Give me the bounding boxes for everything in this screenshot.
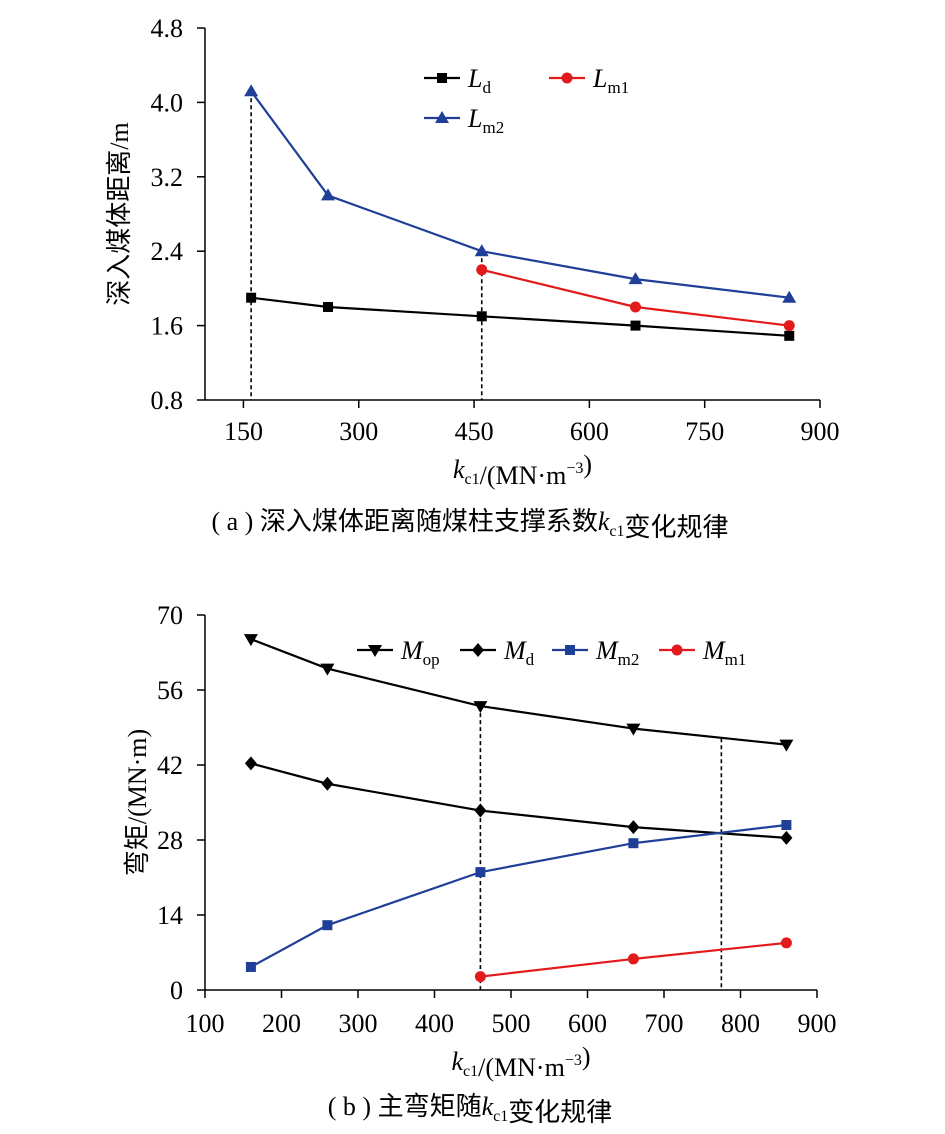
y-tick-label: 56 [157,676,183,705]
data-point-Mop [626,723,641,736]
legend-label-Mop: Mop [400,636,440,669]
data-point-Mm2 [628,838,639,849]
y-axis-label: 弯矩/(MN·m) [123,729,152,876]
data-point-Mop [779,739,794,752]
data-point-Md [321,776,334,791]
chart-b: 100 200 300 400 500 600 700 800 900 0 14 28 42 56 70 弯矩… [123,601,837,1127]
x-tick-label: 800 [721,1009,760,1038]
legend-marker-Mop [368,645,382,657]
data-point-Mop [320,663,335,676]
data-point-Ld [323,302,333,312]
data-point-Mm2 [781,820,792,830]
chart-caption: ( a ) 深入煤体距离随煤柱支撑系数kc1变化规律 [211,507,728,542]
x-tick-label: 100 [186,1009,225,1038]
data-point-Mm1 [474,971,486,983]
x-tick-label: 500 [492,1009,531,1038]
y-tick-label: 4.8 [151,14,184,43]
series-line-Lm2 [250,90,790,299]
x-tick-label: 700 [645,1009,684,1038]
x-tick-label: 150 [224,417,263,446]
y-tick-label: 1.6 [151,312,184,341]
legend-marker-Mm2 [565,645,575,655]
data-point-Mop [473,701,488,714]
x-axis-label: kc1/(MN·m−3) [451,1042,590,1082]
legend-label-Lm1: Lm1 [592,64,629,97]
y-tick-label: 2.4 [151,237,184,266]
x-tick-label: 900 [798,1009,837,1038]
y-tick-label: 42 [157,751,183,780]
x-tick-label: 600 [568,1009,607,1038]
data-point-Ld [246,292,257,303]
data-point-Ld [784,330,795,341]
x-tick-label: 600 [570,417,609,446]
data-point-Lm2 [474,244,489,257]
x-tick-label: 450 [455,417,494,446]
data-point-Mm1 [780,937,792,949]
x-tick-label: 300 [339,1009,378,1038]
data-point-Md [780,830,793,845]
legend-label-Mm1: Mm1 [702,636,746,669]
y-axis-label: 深入煤体距离/m [105,122,134,305]
y-tick-label: 28 [157,826,183,855]
data-point-Lm1 [783,320,795,332]
data-point-Lm2 [628,272,643,285]
data-point-Ld [476,311,487,322]
data-point-Mm2 [322,920,333,931]
legend-label-Md: Md [503,636,535,669]
y-tick-label: 14 [157,901,183,930]
x-axis-label: kc1/(MN·m−3) [453,450,592,490]
data-point-Mm1 [627,953,639,965]
data-point-Lm2 [244,84,259,97]
x-tick-label: 400 [415,1009,454,1038]
x-tick-label: 750 [685,417,724,446]
x-tick-label: 900 [801,417,840,446]
series-line-Mm2 [250,823,787,968]
y-tick-label: 70 [157,601,183,630]
x-tick-label: 300 [339,417,378,446]
y-tick-label: 4.0 [151,88,184,117]
data-point-Mm2 [475,867,486,878]
data-point-Md [474,803,487,818]
data-point-Lm1 [630,301,641,313]
data-point-Lm1 [476,264,488,276]
data-point-Lm2 [782,290,797,303]
legend-marker-Lm1 [561,72,573,84]
legend-marker-Ld [437,73,447,83]
legend-label-Lm2: Lm2 [467,104,504,137]
data-point-Md [244,756,257,771]
y-tick-label: 0.8 [151,386,184,415]
data-point-Mm2 [245,961,256,972]
x-tick-label: 200 [262,1009,301,1038]
legend-marker-Lm2 [435,111,449,123]
series-line-Md [250,762,787,839]
legend-label-Mm2: Mm2 [595,636,639,669]
legend-label-Ld: Ld [467,64,491,97]
y-tick-label: 0 [170,976,183,1005]
data-point-Md [627,820,640,835]
chart-caption: ( b ) 主弯矩随kc1变化规律 [328,1092,613,1127]
y-tick-label: 3.2 [151,163,184,192]
data-point-Ld [630,320,641,331]
chart-a: 150 300 450 600 750 900 0.8 1.6 2.4 3.2 4.0 4.8 深入煤体… [105,14,840,542]
data-point-Lm2 [321,188,335,201]
legend-marker-Md [472,643,484,657]
legend-marker-Mm1 [671,644,683,656]
data-point-Mop [243,634,258,647]
